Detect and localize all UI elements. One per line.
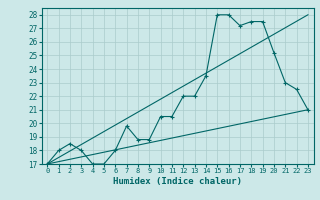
X-axis label: Humidex (Indice chaleur): Humidex (Indice chaleur)	[113, 177, 242, 186]
